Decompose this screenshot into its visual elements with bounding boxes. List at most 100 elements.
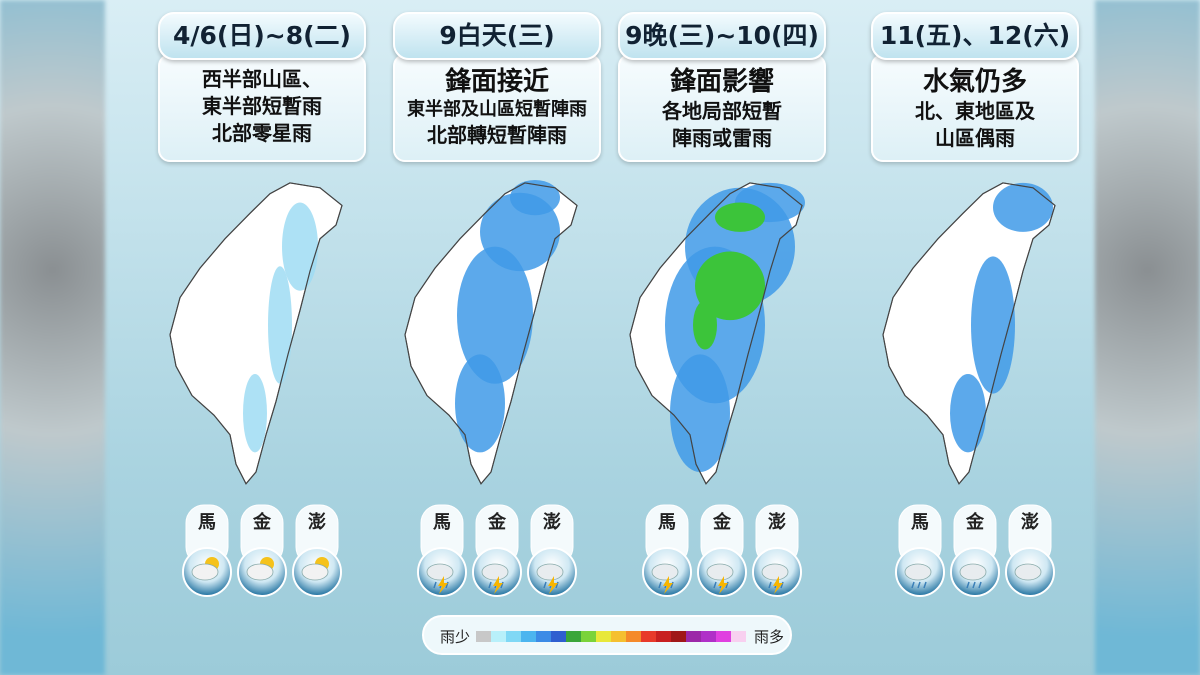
island-name: 金	[252, 511, 272, 533]
island-border	[882, 182, 1056, 485]
island-name: 澎	[543, 511, 561, 533]
rain-drop	[972, 581, 976, 589]
legend-swatch	[536, 631, 551, 642]
description-line: 山區偶雨	[935, 126, 1015, 150]
date-label: 9晚(三)~10(四)	[618, 12, 826, 60]
lightning	[548, 576, 558, 594]
cloud	[651, 563, 679, 581]
legend-swatch	[686, 631, 701, 642]
legend-swatch	[656, 631, 671, 642]
rain-drop	[966, 581, 970, 589]
island-border	[629, 182, 803, 485]
description-line: 北、東地區及	[915, 99, 1035, 123]
description: 水氣仍多 北、東地區及 山區偶雨	[871, 54, 1079, 162]
rain-area	[457, 246, 533, 384]
forecast-panel: 9白天(三) 鋒面接近 東半部及山區短暫陣雨 北部轉短暫陣雨	[393, 12, 601, 162]
legend-swatch	[641, 631, 656, 642]
headline: 鋒面接近	[444, 67, 549, 97]
description-line: 北部零星雨	[212, 121, 312, 145]
rain-area	[670, 354, 730, 472]
forecast-panel: 9晚(三)~10(四) 鋒面影響 各地局部短暫 陣雨或雷雨	[618, 12, 826, 162]
legend-low: 雨少	[440, 628, 471, 646]
rain-drop	[713, 581, 717, 589]
legend-swatch	[671, 631, 686, 642]
taiwan-map	[629, 182, 805, 485]
legend-swatch	[491, 631, 506, 642]
legend-swatch	[626, 631, 641, 642]
description-line: 陣雨或雷雨	[672, 126, 772, 150]
cloud	[959, 563, 987, 581]
cloud	[536, 563, 564, 581]
heavy-rain-area	[715, 202, 765, 232]
rain-drop	[658, 581, 662, 589]
cloud	[481, 563, 509, 581]
description-line: 西半部山區、	[202, 67, 322, 91]
legend-swatch	[731, 631, 746, 642]
island-border	[404, 182, 578, 485]
legend-swatch	[506, 631, 521, 642]
description-line: 各地局部短暫	[662, 99, 782, 123]
rain-drop	[923, 581, 927, 589]
blur-edge	[1095, 0, 1200, 675]
description-line: 北部轉短暫陣雨	[427, 123, 567, 147]
rain-area	[455, 354, 505, 453]
legend-swatch	[581, 631, 596, 642]
island-name: 馬	[911, 512, 929, 533]
lightning	[773, 576, 783, 594]
legend-swatch	[716, 631, 731, 642]
date-label: 9白天(三)	[393, 12, 601, 60]
lightning	[663, 576, 673, 594]
rain-area	[282, 202, 318, 291]
island-name: 金	[487, 511, 507, 533]
color-scale	[476, 631, 746, 642]
description-line: 東半部短暫雨	[202, 94, 322, 118]
island-name: 馬	[198, 512, 216, 533]
legend-swatch	[476, 631, 491, 642]
rain-drop	[978, 581, 982, 589]
rain-area	[971, 256, 1015, 394]
blur-edge	[0, 0, 105, 675]
taiwan-map	[404, 179, 578, 485]
legend-swatch	[701, 631, 716, 642]
island-name: 馬	[658, 512, 676, 533]
date-label: 4/6(日)~8(二)	[158, 12, 366, 60]
date-label: 11(五)、12(六)	[871, 12, 1079, 60]
rain-legend: 雨少 雨多	[422, 615, 792, 655]
island-name: 澎	[308, 511, 326, 533]
description: 鋒面影響 各地局部短暫 陣雨或雷雨	[618, 54, 826, 162]
description: 鋒面接近 東半部及山區短暫陣雨 北部轉短暫陣雨	[393, 54, 601, 162]
legend-swatch	[551, 631, 566, 642]
lightning	[718, 576, 728, 594]
rain-drop	[433, 581, 437, 589]
rain-area	[243, 374, 267, 453]
forecast-panel: 11(五)、12(六) 水氣仍多 北、東地區及 山區偶雨	[871, 12, 1079, 162]
heavy-rain-area	[695, 251, 765, 321]
cloud	[904, 563, 932, 581]
island-name: 金	[712, 511, 732, 533]
cloud	[426, 563, 454, 581]
headline: 水氣仍多	[922, 67, 1027, 97]
rain-drop	[768, 581, 772, 589]
description: 西半部山區、 東半部短暫雨 北部零星雨	[158, 54, 366, 162]
rain-area	[993, 182, 1053, 232]
island-name: 馬	[433, 512, 451, 533]
rain-drop	[543, 581, 547, 589]
lightning	[438, 576, 448, 594]
legend-swatch	[521, 631, 536, 642]
island-name: 金	[965, 511, 985, 533]
cloud	[191, 563, 219, 581]
taiwan-map	[882, 182, 1056, 485]
rain-drop	[917, 581, 921, 589]
rain-drop	[488, 581, 492, 589]
cloud	[1014, 563, 1042, 581]
headline: 鋒面影響	[669, 67, 774, 97]
legend-swatch	[611, 631, 626, 642]
cloud	[761, 563, 789, 581]
cloud	[246, 563, 274, 581]
forecast-panel: 4/6(日)~8(二) 西半部山區、 東半部短暫雨 北部零星雨	[158, 12, 366, 162]
cloud	[301, 563, 329, 581]
legend-swatch	[596, 631, 611, 642]
legend-swatch	[566, 631, 581, 642]
